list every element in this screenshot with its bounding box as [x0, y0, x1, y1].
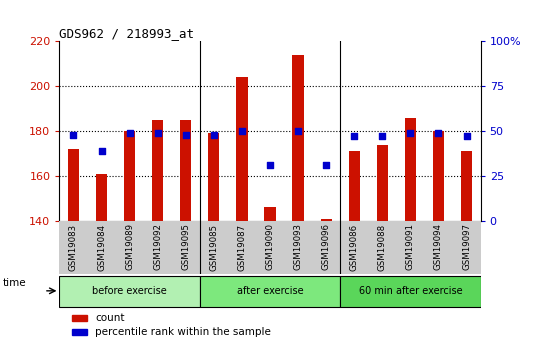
Point: [238, 128, 246, 134]
Text: GSM19090: GSM19090: [266, 224, 274, 270]
Bar: [349, 151, 360, 221]
Point: [181, 132, 190, 137]
Point: [294, 128, 302, 134]
Text: 60 min after exercise: 60 min after exercise: [359, 286, 462, 296]
Bar: [237, 77, 247, 221]
Bar: [152, 120, 163, 221]
Point: [266, 162, 274, 168]
Text: GSM19095: GSM19095: [181, 224, 190, 270]
Point: [210, 132, 218, 137]
Text: before exercise: before exercise: [92, 286, 167, 296]
Text: count: count: [95, 313, 125, 323]
Text: GSM19096: GSM19096: [322, 224, 330, 270]
Text: percentile rank within the sample: percentile rank within the sample: [95, 327, 271, 337]
Text: GSM19089: GSM19089: [125, 224, 134, 270]
Bar: [96, 174, 107, 221]
FancyBboxPatch shape: [340, 276, 481, 307]
Text: GSM19083: GSM19083: [69, 224, 78, 270]
Bar: [293, 55, 303, 221]
Bar: [72, 315, 87, 321]
Point: [406, 130, 415, 136]
Point: [153, 130, 162, 136]
Text: GSM19093: GSM19093: [294, 224, 302, 270]
Bar: [265, 207, 275, 221]
Text: GSM19088: GSM19088: [378, 224, 387, 270]
FancyBboxPatch shape: [59, 276, 200, 307]
Text: GSM19085: GSM19085: [210, 224, 218, 270]
Text: GSM19084: GSM19084: [97, 224, 106, 270]
Point: [350, 134, 359, 139]
Bar: [72, 328, 87, 335]
Text: GSM19097: GSM19097: [462, 224, 471, 270]
Text: GDS962 / 218993_at: GDS962 / 218993_at: [59, 27, 194, 40]
Bar: [461, 151, 472, 221]
Point: [322, 162, 330, 168]
Text: GSM19086: GSM19086: [350, 224, 359, 270]
Point: [97, 148, 106, 154]
Bar: [377, 145, 388, 221]
Bar: [433, 131, 444, 221]
FancyBboxPatch shape: [200, 276, 340, 307]
Point: [434, 130, 443, 136]
Bar: [180, 120, 191, 221]
Text: GSM19091: GSM19091: [406, 224, 415, 270]
Text: GSM19087: GSM19087: [238, 224, 246, 270]
Bar: [405, 118, 416, 221]
Text: GSM19092: GSM19092: [153, 224, 162, 270]
Bar: [68, 149, 79, 221]
Bar: [321, 218, 332, 221]
Text: after exercise: after exercise: [237, 286, 303, 296]
Text: GSM19094: GSM19094: [434, 224, 443, 270]
Point: [125, 130, 134, 136]
Point: [378, 134, 387, 139]
Point: [69, 132, 78, 137]
Point: [462, 134, 471, 139]
Bar: [208, 133, 219, 221]
Text: time: time: [3, 278, 26, 288]
Bar: [124, 131, 135, 221]
